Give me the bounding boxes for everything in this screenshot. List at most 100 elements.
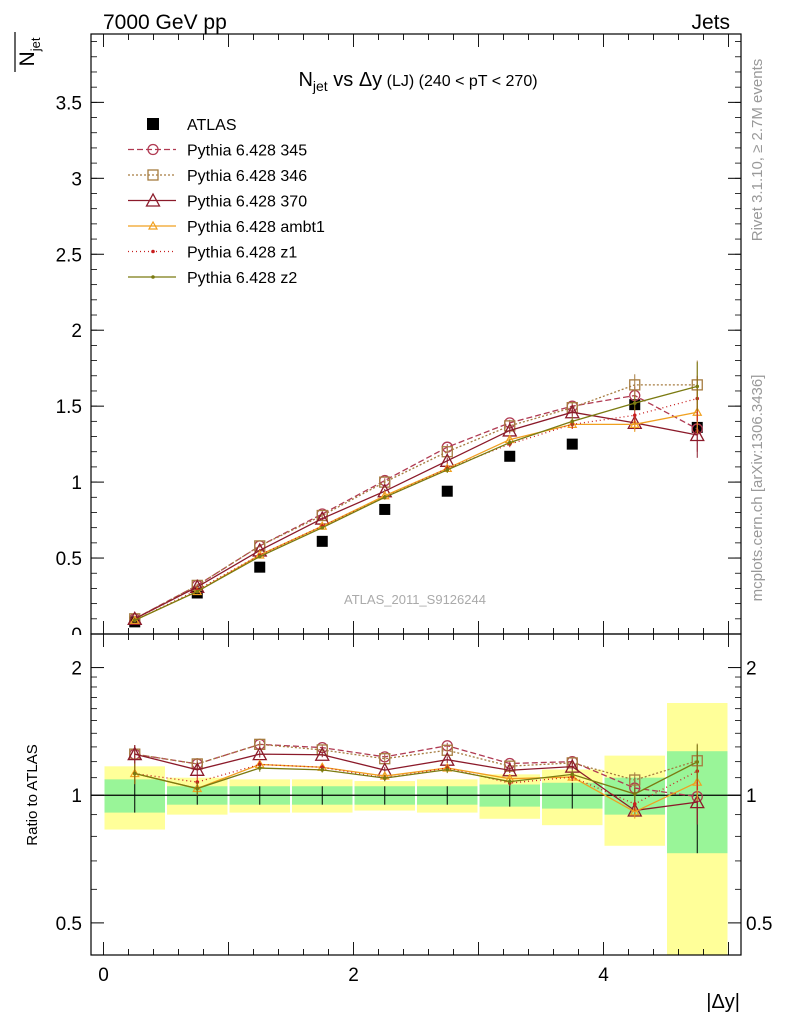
ratio-line [134,743,698,781]
point-marker [127,746,143,761]
mc-series-main [132,375,700,623]
point-marker [507,779,512,784]
ratio-panel: 0.5 0.5 1 1 2 2 0 2 4 [56,633,772,986]
point-marker [629,806,640,816]
y-tick-label: 2.5 [56,245,82,266]
mc-series-main [129,360,703,625]
y-tick-label: 3.5 [56,93,82,114]
title-sub: jet [312,78,328,94]
mc-series-main [129,390,703,624]
point-marker [689,427,705,442]
point-marker [189,761,205,776]
point-marker [151,249,155,254]
ratio-line [134,753,698,812]
point-marker [632,401,637,405]
y-tick-label: 0.5 [56,549,82,570]
point-marker [320,525,325,530]
ratio-y-tick-label: 1 [71,786,82,807]
atlas-data-point [316,535,328,547]
y-tick-label: 3 [71,169,82,190]
x-tick-label: 2 [348,965,359,986]
analysis-watermark: ATLAS_2011_S9126244 [344,592,486,607]
point-marker [570,772,575,777]
point-marker [629,774,641,786]
point-marker [382,495,387,500]
point-marker [382,776,387,780]
legend-label: ATLAS [187,117,237,134]
point-marker [570,419,575,424]
point-marker [632,802,637,806]
mcplots-label: mcplots.cern.ch [arXiv:1306.3436] [749,375,766,602]
point-marker [257,766,262,770]
point-marker [689,794,705,809]
point-marker [151,275,155,279]
ylabel-main: N [16,51,39,66]
point-marker [145,192,161,207]
point-marker [507,440,512,445]
point-marker [316,509,328,522]
point-marker [441,446,453,458]
legend-label: Pythia 6.428 370 [187,194,307,211]
main-title: Njet vs Δy (LJ) (240 < pT < 270) [298,69,537,94]
atlas-data-point [379,503,391,515]
point-marker [147,169,159,181]
ratio-line [134,761,698,795]
title-tag: (LJ) [382,73,418,90]
title-cut: (240 < pT < 270) [419,73,538,90]
point-marker [629,419,640,428]
legend: ATLAS Pythia 6.428 345 Pythia 6.428 346 Pyt… [128,117,325,287]
y-tick-label: 2 [71,321,82,342]
point-marker [132,618,137,623]
ratio-line [134,763,698,813]
point-marker [441,744,453,756]
point-marker [320,768,325,772]
y-axis-label: Njet [14,32,43,72]
mc-series-main [129,386,703,625]
x-tick-label: 0 [98,965,109,986]
zero-label-mask [61,635,91,649]
ylabel-sub: jet [28,37,43,52]
legend-label: Pythia 6.428 ambt1 [187,219,325,236]
ratio-line [134,743,698,798]
series-line [134,384,698,620]
point-marker [632,413,637,418]
y-tick-label: 1.5 [56,397,82,418]
legend-label: Pythia 6.428 z2 [187,270,297,287]
point-marker [195,786,200,791]
ratio-y-tick-label: 2 [71,659,82,680]
ratio-y-tick-label-right: 1 [746,786,757,807]
point-marker [195,589,200,594]
y-tick-label: 1 [71,473,82,494]
atlas-data-point [254,561,266,573]
x-tick-label: 4 [598,965,609,986]
legend-marker-atlas [147,118,159,130]
rivet-version-label: Rivet 3.1.10, ≥ 2.7M events [749,59,766,242]
legend-label: Pythia 6.428 345 [187,143,307,160]
point-marker [132,771,137,776]
point-marker [147,143,159,156]
point-marker [445,468,450,472]
main-panel: 0.511.522.533.50 [56,33,742,649]
atlas-data-point [566,438,578,450]
point-marker [314,510,330,525]
title-main: N [298,69,312,91]
ratio-y-tick-label-right: 2 [746,659,757,680]
title-vs: vs Δy [328,69,382,91]
ratio-y-tick-label-right: 0.5 [746,914,772,935]
svg-text:Njet: Njet [16,37,43,66]
ratio-y-tick-label: 0.5 [56,914,82,935]
point-marker [147,220,159,230]
point-marker [445,767,450,772]
series-line [134,411,698,621]
series-line [134,397,698,621]
energy-label: 7000 GeV pp [103,11,227,34]
x-axis-label: |Δy| [706,991,740,1013]
legend-label: Pythia 6.428 346 [187,168,307,185]
mc-series-ratio [132,744,700,801]
atlas-data-point [441,485,453,497]
point-marker [314,746,330,761]
point-marker [254,738,266,751]
point-marker [257,554,262,559]
topic-label: Jets [691,11,730,34]
